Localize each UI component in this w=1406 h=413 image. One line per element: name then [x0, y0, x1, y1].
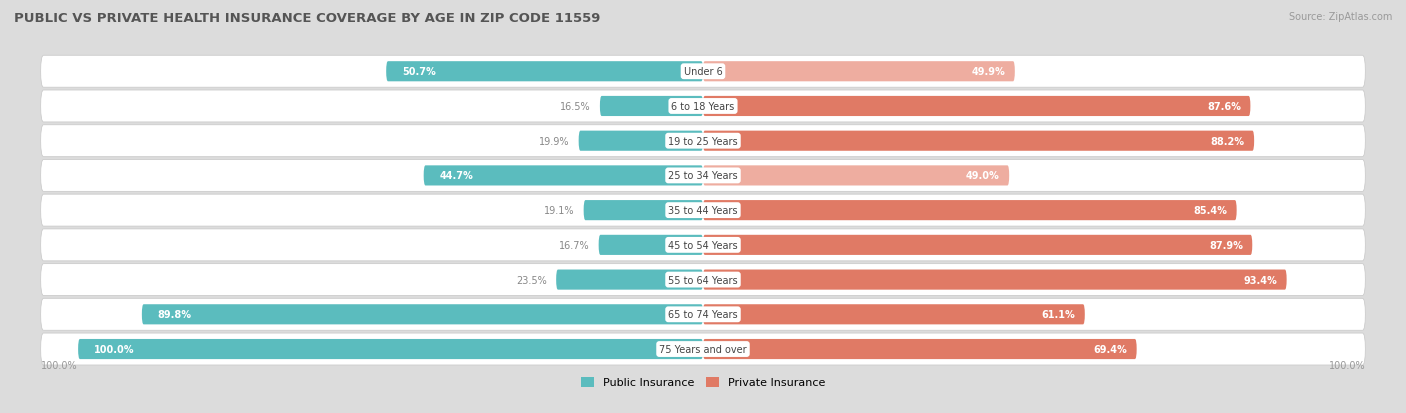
Text: 55 to 64 Years: 55 to 64 Years	[668, 275, 738, 285]
FancyBboxPatch shape	[600, 97, 703, 117]
FancyBboxPatch shape	[41, 195, 1365, 227]
FancyBboxPatch shape	[41, 126, 1365, 157]
Text: 65 to 74 Years: 65 to 74 Years	[668, 310, 738, 320]
Text: 16.7%: 16.7%	[558, 240, 589, 250]
FancyBboxPatch shape	[79, 339, 703, 359]
Text: PUBLIC VS PRIVATE HEALTH INSURANCE COVERAGE BY AGE IN ZIP CODE 11559: PUBLIC VS PRIVATE HEALTH INSURANCE COVER…	[14, 12, 600, 25]
Text: 61.1%: 61.1%	[1042, 310, 1076, 320]
Text: 45 to 54 Years: 45 to 54 Years	[668, 240, 738, 250]
Text: 23.5%: 23.5%	[516, 275, 547, 285]
FancyBboxPatch shape	[703, 304, 1085, 325]
FancyBboxPatch shape	[41, 264, 1365, 296]
FancyBboxPatch shape	[703, 270, 1286, 290]
FancyBboxPatch shape	[583, 201, 703, 221]
Text: Source: ZipAtlas.com: Source: ZipAtlas.com	[1288, 12, 1392, 22]
FancyBboxPatch shape	[557, 270, 703, 290]
FancyBboxPatch shape	[703, 166, 1010, 186]
Text: 85.4%: 85.4%	[1194, 206, 1227, 216]
Text: 44.7%: 44.7%	[439, 171, 472, 181]
FancyBboxPatch shape	[41, 91, 1365, 123]
Text: 100.0%: 100.0%	[94, 344, 134, 354]
FancyBboxPatch shape	[41, 333, 1365, 365]
FancyBboxPatch shape	[142, 304, 703, 325]
Text: 35 to 44 Years: 35 to 44 Years	[668, 206, 738, 216]
FancyBboxPatch shape	[41, 56, 1365, 88]
FancyBboxPatch shape	[703, 235, 1253, 255]
Text: 25 to 34 Years: 25 to 34 Years	[668, 171, 738, 181]
Text: 75 Years and over: 75 Years and over	[659, 344, 747, 354]
Text: 19 to 25 Years: 19 to 25 Years	[668, 136, 738, 146]
FancyBboxPatch shape	[703, 62, 1015, 82]
FancyBboxPatch shape	[41, 299, 1365, 330]
FancyBboxPatch shape	[41, 229, 1365, 261]
Text: 16.5%: 16.5%	[560, 102, 591, 112]
FancyBboxPatch shape	[423, 166, 703, 186]
FancyBboxPatch shape	[599, 235, 703, 255]
Text: 50.7%: 50.7%	[402, 67, 436, 77]
FancyBboxPatch shape	[579, 131, 703, 152]
FancyBboxPatch shape	[41, 160, 1365, 192]
Text: 87.9%: 87.9%	[1209, 240, 1243, 250]
Legend: Public Insurance, Private Insurance: Public Insurance, Private Insurance	[576, 372, 830, 392]
Text: 49.9%: 49.9%	[972, 67, 1005, 77]
Text: 89.8%: 89.8%	[157, 310, 191, 320]
Text: 6 to 18 Years: 6 to 18 Years	[672, 102, 734, 112]
FancyBboxPatch shape	[703, 201, 1237, 221]
Text: 69.4%: 69.4%	[1094, 344, 1128, 354]
FancyBboxPatch shape	[387, 62, 703, 82]
FancyBboxPatch shape	[703, 97, 1250, 117]
Text: Under 6: Under 6	[683, 67, 723, 77]
Text: 19.9%: 19.9%	[538, 136, 569, 146]
Text: 100.0%: 100.0%	[41, 360, 77, 370]
Text: 87.6%: 87.6%	[1208, 102, 1241, 112]
FancyBboxPatch shape	[703, 339, 1136, 359]
Text: 93.4%: 93.4%	[1243, 275, 1277, 285]
Text: 100.0%: 100.0%	[1329, 360, 1365, 370]
Text: 19.1%: 19.1%	[544, 206, 574, 216]
Text: 88.2%: 88.2%	[1211, 136, 1244, 146]
Text: 49.0%: 49.0%	[966, 171, 1000, 181]
FancyBboxPatch shape	[703, 131, 1254, 152]
